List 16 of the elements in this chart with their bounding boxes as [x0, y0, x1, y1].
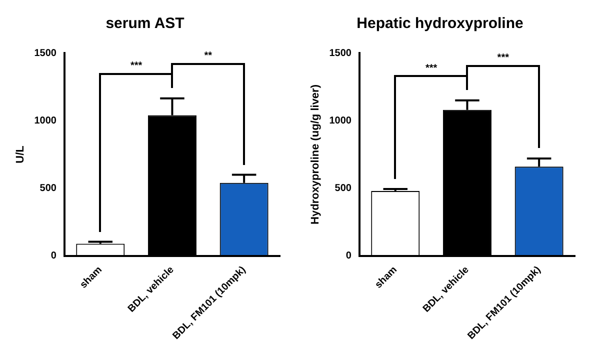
y-tick-label: 500	[334, 183, 352, 194]
y-tick-label: 1000	[329, 115, 352, 126]
annotation: ***	[425, 62, 438, 74]
y-tick-label: 1500	[34, 48, 57, 59]
y-tick-label: 0	[346, 250, 352, 262]
y-tick-label: 0	[50, 250, 57, 262]
chart-title: Hepatic hydroxyproline	[356, 15, 524, 32]
y-axis-title: Hydroxyproline (ug/g liver)	[310, 84, 322, 224]
annotation: **	[204, 50, 212, 62]
annotation: ***	[130, 60, 142, 72]
y-tick-label: 500	[40, 183, 57, 194]
annotation: ***	[497, 52, 510, 64]
chart-title: serum AST	[106, 15, 184, 32]
y-tick-label: 1500	[329, 48, 352, 59]
y-tick-label: 1000	[34, 115, 57, 126]
y-axis-title: U/L	[14, 145, 27, 164]
